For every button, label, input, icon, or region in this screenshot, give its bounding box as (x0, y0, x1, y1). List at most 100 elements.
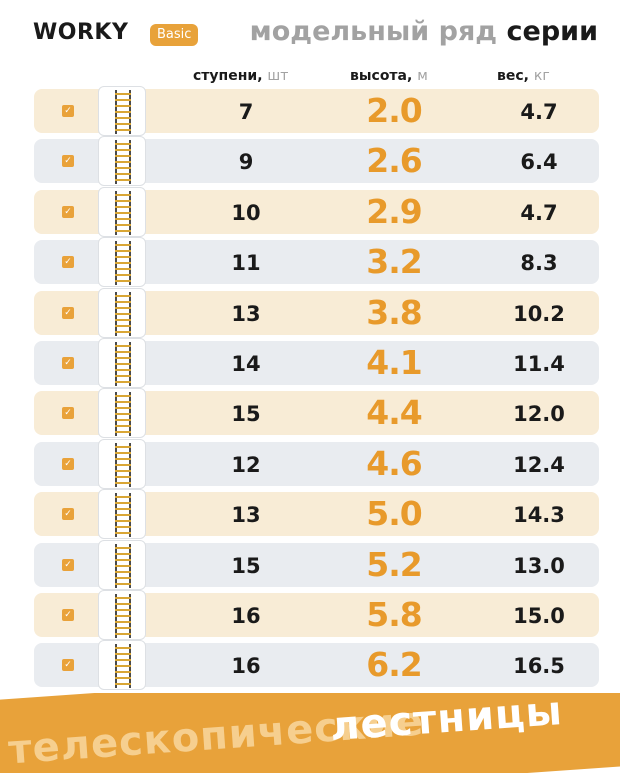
column-header-height: высота, м (350, 68, 428, 84)
header: WORKY Basic модельный ряд серии (0, 0, 620, 68)
ladder-thumbnail (98, 186, 146, 237)
checkbox-icon: ✓ (62, 256, 74, 269)
checkbox-icon: ✓ (62, 205, 74, 218)
height-unit: м (417, 68, 428, 84)
model-table: ✓ 7 2.0 4.7 ✓ 9 2.6 6.4 ✓ 10 2.9 4.7 ✓ 11 3.2 8.3 ✓ 13 3.8… (34, 86, 599, 694)
steps-value: 14 (231, 351, 261, 376)
height-value: 6.2 (366, 645, 422, 685)
table-row: ✓ 13 3.8 10.2 (34, 287, 599, 338)
steps-label: ступени, (193, 68, 263, 84)
series-badge: Basic (150, 24, 199, 46)
height-value: 4.6 (366, 443, 422, 483)
steps-value: 10 (231, 200, 261, 225)
table-row: ✓ 7 2.0 4.7 (34, 86, 599, 136)
weight-value: 10.2 (513, 301, 565, 326)
weight-label: вес, (497, 68, 529, 84)
checkbox-icon: ✓ (62, 155, 74, 168)
ladder-thumbnail (98, 287, 146, 338)
table-row: ✓ 11 3.2 8.3 (34, 237, 599, 288)
height-value: 3.2 (366, 242, 422, 282)
ladder-icon (113, 493, 133, 538)
checkbox-icon: ✓ (62, 659, 74, 672)
steps-value: 13 (231, 301, 261, 326)
weight-value: 12.4 (513, 452, 565, 477)
table-row: ✓ 16 6.2 16.5 (34, 640, 599, 691)
footer-banner: телескопические лестницы (0, 693, 620, 773)
brand-logo: WORKY (33, 20, 129, 45)
steps-value: 16 (231, 654, 261, 679)
ladder-icon (113, 291, 133, 336)
weight-value: 12.0 (513, 402, 565, 427)
ladder-thumbnail (98, 136, 146, 187)
ladder-thumbnail (98, 539, 146, 590)
ladder-icon (113, 90, 133, 134)
page-title: модельный ряд серии (250, 16, 598, 47)
height-value: 4.1 (366, 342, 422, 382)
height-value: 5.0 (366, 494, 422, 534)
steps-unit: шт (267, 68, 289, 84)
ladder-icon (113, 140, 133, 185)
steps-value: 16 (231, 603, 261, 628)
table-row: ✓ 15 4.4 12.0 (34, 388, 599, 439)
checkbox-icon: ✓ (62, 508, 74, 521)
table-row: ✓ 15 5.2 13.0 (34, 539, 599, 590)
weight-value: 11.4 (513, 351, 565, 376)
ladder-icon (113, 644, 133, 689)
ladder-icon (113, 392, 133, 437)
checkbox-icon: ✓ (62, 558, 74, 571)
ladder-icon (113, 241, 133, 286)
ladder-thumbnail (98, 489, 146, 540)
height-value: 2.0 (366, 91, 422, 130)
weight-value: 4.7 (520, 200, 558, 225)
checkbox-icon: ✓ (62, 608, 74, 621)
weight-value: 6.4 (520, 150, 558, 175)
weight-value: 8.3 (520, 251, 558, 276)
weight-value: 14.3 (513, 503, 565, 528)
table-row: ✓ 12 4.6 12.4 (34, 438, 599, 489)
checkbox-icon: ✓ (62, 457, 74, 470)
column-header-steps: ступени, шт (193, 68, 288, 84)
ladder-thumbnail (98, 589, 146, 640)
title-light: модельный ряд (249, 16, 498, 47)
checkbox-icon: ✓ (62, 407, 74, 420)
weight-value: 4.7 (520, 100, 558, 124)
table-row: ✓ 10 2.9 4.7 (34, 186, 599, 237)
table-row: ✓ 16 5.8 15.0 (34, 589, 599, 640)
steps-value: 12 (231, 452, 261, 477)
ladder-thumbnail (98, 438, 146, 489)
steps-value: 13 (231, 503, 261, 528)
table-row: ✓ 13 5.0 14.3 (34, 489, 599, 540)
steps-value: 7 (238, 100, 254, 124)
ladder-icon (113, 442, 133, 487)
title-dark: серии (506, 16, 598, 47)
height-value: 5.2 (366, 544, 422, 584)
steps-value: 9 (238, 150, 254, 175)
weight-value: 13.0 (513, 553, 565, 578)
height-value: 3.8 (366, 292, 422, 332)
ladder-icon (113, 543, 133, 588)
weight-value: 15.0 (513, 603, 565, 628)
table-row: ✓ 9 2.6 6.4 (34, 136, 599, 187)
ladder-icon (113, 190, 133, 235)
ladder-thumbnail (98, 640, 146, 691)
weight-unit: кг (533, 68, 550, 84)
column-header-weight: вес, кг (497, 68, 550, 84)
height-value: 2.9 (366, 191, 422, 231)
height-label: высота, (350, 68, 413, 84)
height-value: 5.8 (366, 594, 422, 634)
checkbox-icon: ✓ (62, 306, 74, 319)
steps-value: 11 (231, 251, 261, 276)
checkbox-icon: ✓ (62, 105, 74, 117)
height-value: 4.4 (366, 393, 422, 433)
steps-value: 15 (231, 402, 261, 427)
ladder-icon (113, 593, 133, 638)
ladder-thumbnail (98, 337, 146, 388)
ladder-icon (113, 341, 133, 386)
weight-value: 16.5 (513, 654, 565, 679)
checkbox-icon: ✓ (62, 356, 74, 369)
height-value: 2.6 (366, 141, 422, 181)
table-row: ✓ 14 4.1 11.4 (34, 337, 599, 388)
steps-value: 15 (231, 553, 261, 578)
ladder-thumbnail (98, 237, 146, 288)
ladder-thumbnail (98, 388, 146, 439)
